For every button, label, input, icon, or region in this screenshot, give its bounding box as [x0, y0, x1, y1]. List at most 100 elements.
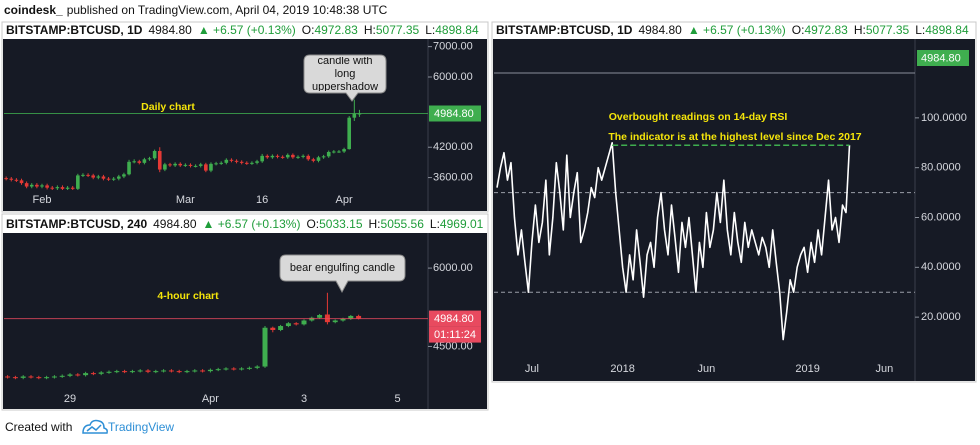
annotation: The indicator is at the highest level si…	[608, 131, 861, 143]
candle-body	[231, 368, 237, 370]
candle-body	[44, 377, 50, 379]
candle-body	[229, 159, 234, 161]
candle-body	[60, 187, 65, 189]
header-h: 5077.35	[376, 23, 420, 37]
plot-marks	[5, 292, 362, 380]
candle-body	[255, 161, 259, 163]
x-tick-label: Apr	[336, 194, 353, 206]
x-tick-label: 5	[395, 393, 401, 405]
y-tick-label: 3600.00	[433, 171, 473, 183]
candle-body	[76, 175, 80, 189]
header-o: 4972.83	[804, 23, 848, 37]
plot-background	[493, 39, 975, 381]
candle-body	[91, 175, 95, 178]
candle-body	[215, 369, 221, 371]
candle-body	[98, 372, 104, 374]
footer-created: Created with	[5, 420, 72, 434]
header-l: 4969.01	[440, 217, 484, 231]
candle-body	[4, 178, 8, 180]
y-tick-label: 60.0000	[921, 211, 961, 223]
header-h-label: H:	[364, 23, 376, 37]
candle-body	[254, 366, 260, 368]
header-last: 4984.80	[148, 23, 192, 37]
candle-body	[9, 178, 14, 180]
plot-background	[3, 233, 487, 409]
x-tick-label: 2018	[610, 363, 634, 375]
chart-header: BITSTAMP:BTCUSD, 240 4984.80 ▲ +6.57 (+0.1…	[6, 217, 484, 231]
candle-body	[127, 161, 131, 175]
candle-body	[86, 174, 90, 176]
candle-body	[129, 371, 135, 373]
annotation: bear engulfing candle	[289, 261, 396, 274]
y-tick-label: 80.0000	[921, 162, 961, 174]
candle-body	[20, 376, 26, 378]
header-h-label: H:	[854, 23, 866, 37]
candle-body	[163, 164, 167, 170]
header-last: 4984.80	[153, 217, 197, 231]
panel-border	[1, 21, 489, 213]
candle-body	[117, 176, 121, 179]
plot-background	[3, 39, 487, 211]
last-price-label: 4984.80	[434, 313, 474, 325]
rsi-line	[496, 141, 851, 341]
candle-body	[55, 187, 60, 189]
candle-body	[270, 327, 276, 331]
candle-body	[90, 373, 96, 375]
candle-body	[153, 371, 159, 373]
footer-brand: TradingView	[108, 420, 174, 434]
candle-body	[285, 154, 290, 158]
candle-body	[245, 162, 249, 164]
y-tick-label: 4500.00	[433, 340, 473, 352]
candle-body	[50, 187, 55, 189]
candle-body	[137, 161, 142, 163]
candle-body	[65, 187, 70, 189]
candle-body	[223, 368, 229, 370]
candle-body	[168, 370, 174, 372]
annotation: Overbought readings on 14-day RSI	[609, 111, 788, 123]
candle-body	[321, 156, 326, 158]
published: published on TradingView.com, April 04, …	[67, 3, 388, 17]
chart-header: BITSTAMP:BTCUSD, 1D 4984.80 ▲ +6.57 (+0.13…	[6, 23, 479, 37]
x-tick-label: 3	[301, 393, 307, 405]
header-h: 5077.35	[866, 23, 910, 37]
candle-body	[12, 377, 18, 379]
header-l: 4898.84	[435, 23, 479, 37]
candle-body	[70, 187, 75, 189]
annotation: Daily chart	[141, 101, 195, 113]
candle-body	[340, 318, 346, 321]
candle-body	[309, 317, 315, 321]
y-tick-label: 100.0000	[921, 112, 967, 124]
candle-body	[239, 161, 244, 163]
candle-body	[265, 155, 270, 158]
header-o: 5033.15	[319, 217, 363, 231]
price-label-box	[917, 50, 969, 66]
candle-body	[96, 176, 101, 178]
candle-body	[239, 368, 245, 370]
y-tick-label: 40.0000	[921, 261, 961, 273]
countdown-label: 01:11:24	[434, 329, 476, 341]
last-price-box	[429, 105, 481, 122]
x-tick-label: 2019	[795, 363, 819, 375]
candle-body	[122, 371, 128, 373]
callout-box	[279, 254, 406, 294]
candle-body	[285, 323, 291, 327]
candle-body	[35, 184, 39, 187]
header-o-label: O:	[792, 23, 805, 37]
candle-body	[332, 151, 336, 153]
candle-body	[193, 165, 198, 167]
brand-logo	[82, 419, 108, 434]
candle-body	[291, 154, 295, 158]
x-tick-label: Apr	[202, 393, 219, 405]
annotation: candle with long uppershadow	[311, 57, 379, 91]
candle-body	[59, 375, 65, 377]
candle-body	[352, 113, 357, 118]
candle-body	[306, 155, 311, 160]
header-h: 5055.56	[381, 217, 425, 231]
x-tick-label: Mar	[176, 194, 195, 206]
y-tick-label: 7000.00	[433, 41, 473, 53]
header-change: ▲ +6.57 (+0.13%)	[203, 217, 301, 231]
annotation: 4-hour chart	[157, 290, 219, 302]
y-tick-label: 4200.00	[433, 141, 473, 153]
header-l-label: L:	[430, 217, 440, 231]
candle-body	[348, 315, 354, 319]
